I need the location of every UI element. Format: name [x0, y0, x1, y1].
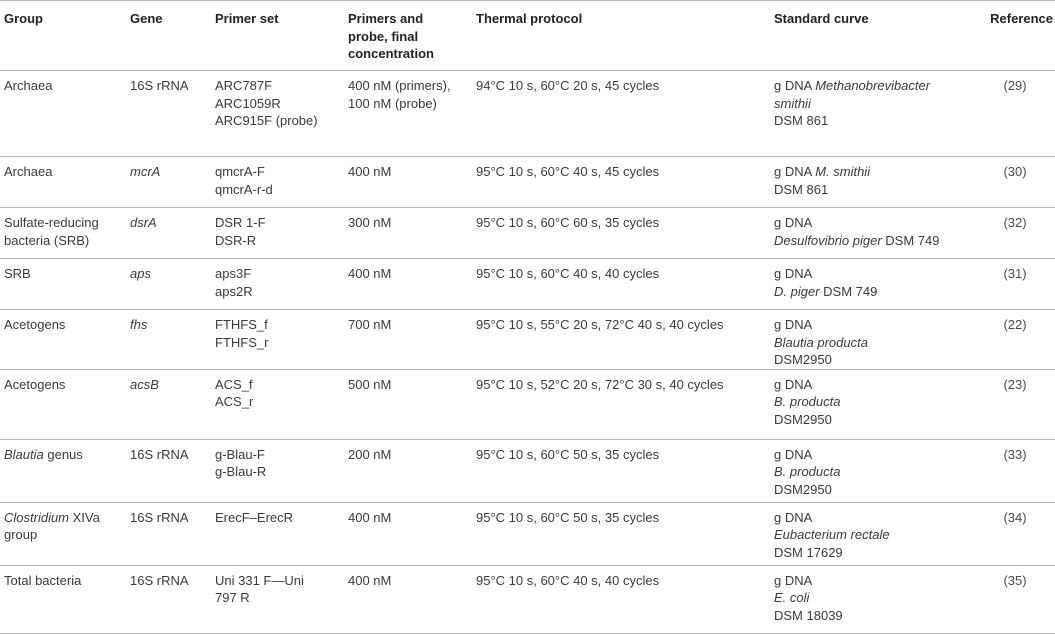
- cell-concentration: 400 nM: [348, 266, 392, 281]
- table-row: Acetogens acsB ACS_f ACS_r 500 nM 95°C 1…: [0, 369, 1055, 439]
- cell-reference[interactable]: (23): [1003, 376, 1027, 392]
- header-thermal-protocol: Thermal protocol: [476, 11, 583, 26]
- table-row: Archaea 16S rRNA ARC787F ARC1059R ARC915…: [0, 70, 1055, 157]
- cell-group: Acetogens: [4, 376, 66, 392]
- table-row: Acetogens fhs FTHFS_f FTHFS_r 700 nM 95°…: [0, 309, 1055, 370]
- cell-standard-curve: g DNA D. piger DSM 749: [774, 266, 878, 299]
- cell-thermal-protocol: 95°C 10 s, 60°C 50 s, 35 cycles: [476, 509, 660, 525]
- cell-gene: acsB: [130, 376, 159, 392]
- cell-standard-curve: g DNA Eubacterium rectale DSM 17629: [774, 509, 890, 560]
- cell-primer-set: qmcrA-F qmcrA-r-d: [215, 164, 273, 197]
- cell-thermal-protocol: 95°C 10 s, 60°C 50 s, 35 cycles: [476, 446, 660, 462]
- cell-standard-curve: g DNA B. producta DSM2950: [774, 446, 841, 497]
- cell-gene: aps: [130, 266, 151, 281]
- cell-gene: 16S rRNA: [130, 509, 189, 525]
- header-group: Group: [4, 11, 43, 26]
- cell-primer-set: ACS_f ACS_r: [215, 376, 254, 410]
- cell-primer-set: DSR 1-F DSR-R: [215, 215, 266, 248]
- cell-reference[interactable]: (29): [1003, 78, 1027, 93]
- cell-primer-set: FTHFS_f FTHFS_r: [215, 317, 269, 350]
- header-primer-set: Primer set: [215, 11, 279, 26]
- cell-thermal-protocol: 95°C 10 s, 55°C 20 s, 72°C 40 s, 40 cycl…: [476, 317, 724, 332]
- table-row: Archaea mcrA qmcrA-F qmcrA-r-d 400 nM 95…: [0, 156, 1055, 208]
- cell-primer-set: ErecF–ErecR: [215, 509, 294, 525]
- cell-gene: 16S rRNA: [130, 446, 189, 462]
- table-row: Clostridium XIVa group 16S rRNA ErecF–Er…: [0, 502, 1055, 565]
- cell-standard-curve: g DNA Desulfovibrio piger DSM 749: [774, 215, 940, 248]
- table-row: SRB aps aps3F aps2R 400 nM 95°C 10 s, 60…: [0, 258, 1055, 310]
- cell-group: Archaea: [4, 78, 53, 93]
- cell-standard-curve: g DNA E. coli DSM 18039: [774, 572, 843, 623]
- cell-primer-set: g-Blau-F g-Blau-R: [215, 446, 267, 480]
- cell-reference[interactable]: (34): [1003, 509, 1027, 525]
- header-row: Group Gene Primer set Primers and probe,…: [0, 0, 1055, 71]
- table-row: Total bacteria 16S rRNA Uni 331 F—Uni 79…: [0, 565, 1055, 633]
- cell-concentration: 300 nM: [348, 215, 392, 230]
- cell-concentration: 700 nM: [348, 317, 392, 332]
- cell-concentration: 500 nM: [348, 376, 392, 392]
- cell-group: Sulfate-reducing bacteria (SRB): [4, 215, 99, 248]
- cell-concentration: 400 nM: [348, 572, 392, 588]
- cell-reference[interactable]: (22): [1003, 317, 1027, 332]
- cell-gene: mcrA: [130, 164, 161, 179]
- cell-primer-set: Uni 331 F—Uni 797 R: [215, 572, 304, 606]
- cell-concentration: 400 nM: [348, 164, 392, 179]
- cell-reference[interactable]: (32): [1003, 215, 1027, 230]
- cell-reference[interactable]: (35): [1003, 572, 1027, 588]
- header-reference: Reference: [990, 11, 1053, 26]
- cell-primer-set: aps3F aps2R: [215, 266, 253, 299]
- cell-reference[interactable]: (33): [1003, 446, 1027, 462]
- cell-group: Total bacteria: [4, 572, 82, 588]
- cell-concentration: 200 nM: [348, 446, 392, 462]
- cell-gene: 16S rRNA: [130, 78, 189, 93]
- cell-standard-curve: g DNA M. smithii DSM 861: [774, 164, 871, 197]
- cell-thermal-protocol: 95°C 10 s, 60°C 60 s, 35 cycles: [476, 215, 660, 230]
- header-primers-probe: Primers and probe, final concentration: [348, 11, 434, 61]
- cell-group: Acetogens: [4, 317, 66, 332]
- cell-concentration: 400 nM (primers), 100 nM (probe): [348, 78, 451, 111]
- cell-reference[interactable]: (30): [1003, 164, 1027, 179]
- cell-concentration: 400 nM: [348, 509, 392, 525]
- cell-standard-curve: g DNA Blautia producta DSM2950: [774, 317, 868, 367]
- cell-group: Archaea: [4, 164, 53, 179]
- cell-standard-curve: g DNA B. producta DSM2950: [774, 376, 841, 427]
- cell-thermal-protocol: 95°C 10 s, 60°C 40 s, 40 cycles: [476, 572, 660, 588]
- header-standard-curve: Standard curve: [774, 11, 869, 26]
- cell-gene: fhs: [130, 317, 148, 332]
- cell-thermal-protocol: 95°C 10 s, 60°C 40 s, 45 cycles: [476, 164, 660, 179]
- cell-group: Clostridium XIVa group: [4, 509, 100, 543]
- cell-group: Blautia genus: [4, 446, 83, 462]
- cell-thermal-protocol: 95°C 10 s, 52°C 20 s, 72°C 30 s, 40 cycl…: [476, 376, 724, 392]
- cell-thermal-protocol: 94°C 10 s, 60°C 20 s, 45 cycles: [476, 78, 660, 93]
- table-row: Blautia genus 16S rRNA g-Blau-F g-Blau-R…: [0, 439, 1055, 502]
- cell-reference[interactable]: (31): [1003, 266, 1027, 281]
- cell-group: SRB: [4, 266, 31, 281]
- cell-thermal-protocol: 95°C 10 s, 60°C 40 s, 40 cycles: [476, 266, 660, 281]
- table-row: Sulfate-reducing bacteria (SRB) dsrA DSR…: [0, 207, 1055, 259]
- cell-standard-curve: g DNA Methanobrevibacter smithii DSM 861: [774, 78, 931, 128]
- header-gene: Gene: [130, 11, 163, 26]
- cell-gene: 16S rRNA: [130, 572, 189, 588]
- cell-gene: dsrA: [130, 215, 157, 230]
- cell-primer-set: ARC787F ARC1059R ARC915F (probe): [215, 78, 318, 128]
